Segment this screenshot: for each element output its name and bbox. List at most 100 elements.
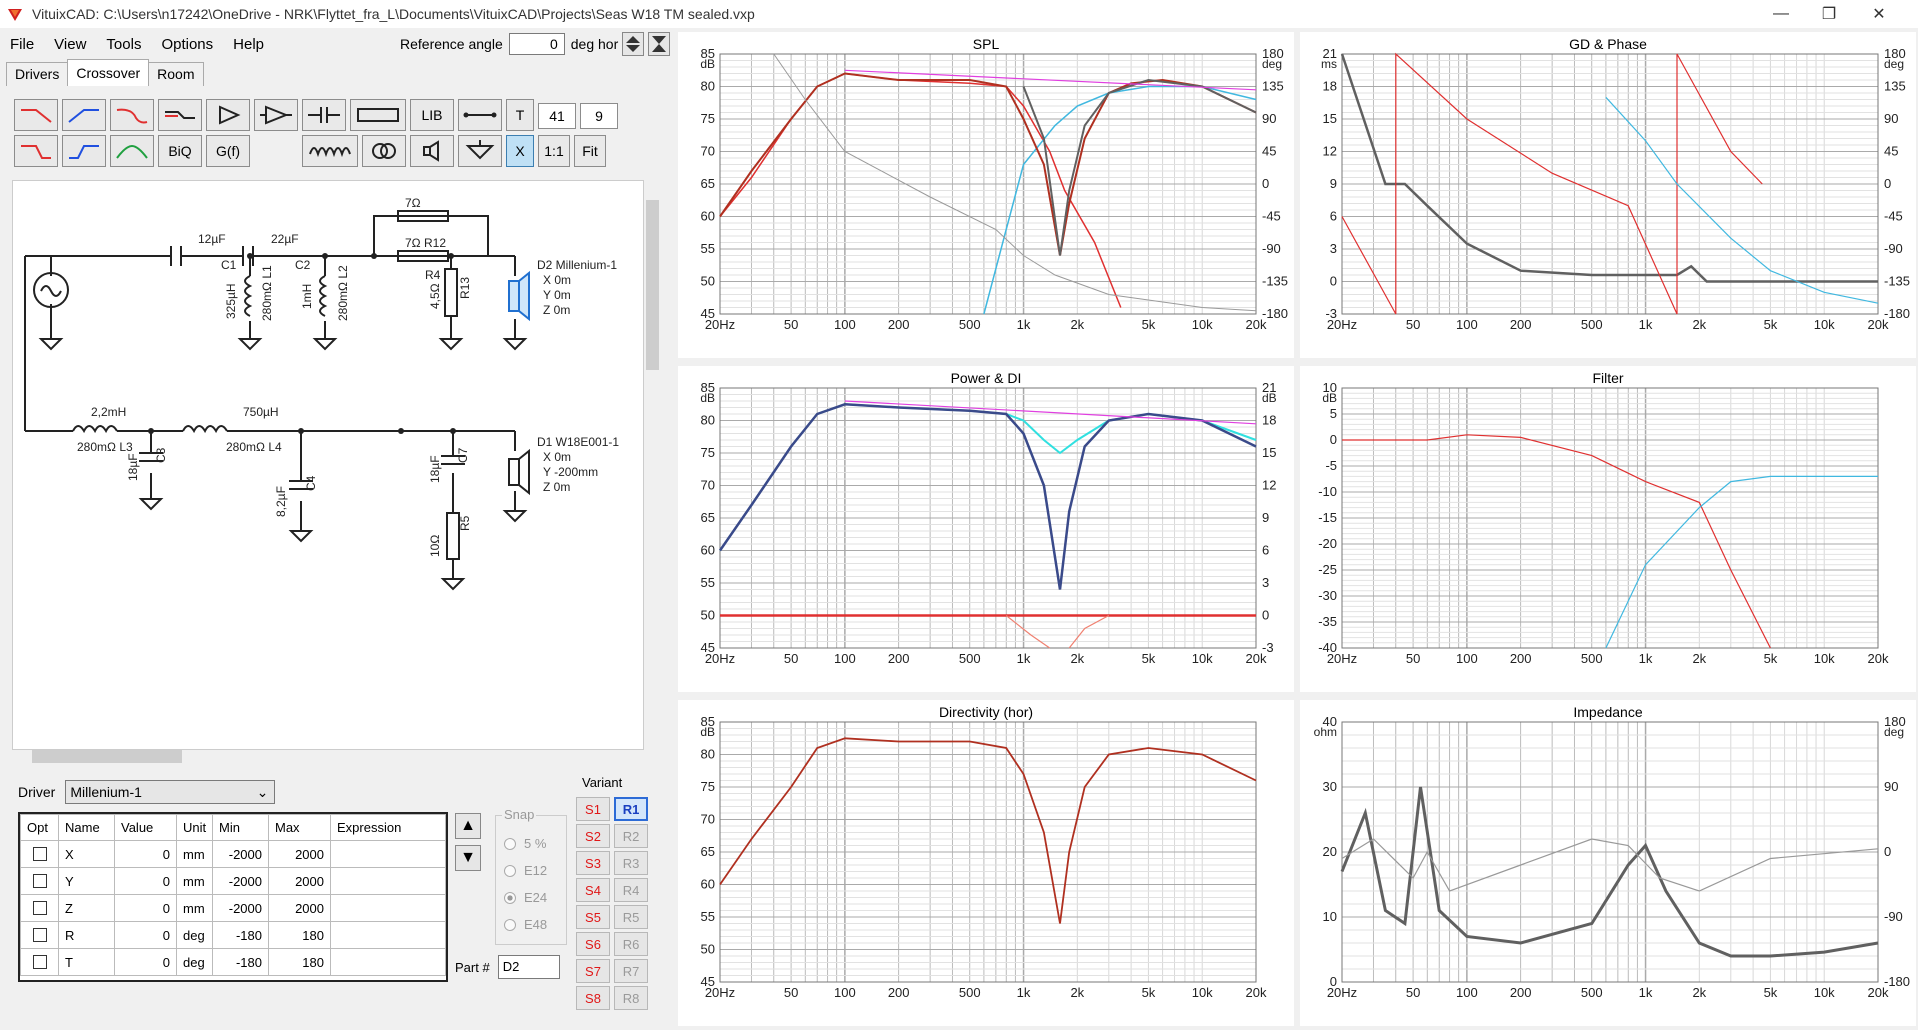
snap-5pct[interactable]: 5 % xyxy=(504,836,546,851)
tab-room[interactable]: Room xyxy=(148,62,204,86)
grid-size-input-1[interactable]: 41 xyxy=(538,103,576,129)
resistor-icon[interactable] xyxy=(350,99,406,131)
menu-tools[interactable]: Tools xyxy=(106,35,142,53)
variant-r2[interactable]: R2 xyxy=(614,824,648,848)
row-value[interactable]: 0 xyxy=(114,867,177,895)
opt-checkbox[interactable] xyxy=(20,840,59,868)
menu-view[interactable]: View xyxy=(54,35,87,53)
variant-r8[interactable]: R8 xyxy=(614,986,648,1010)
snap-e12[interactable]: E12 xyxy=(504,863,547,878)
reference-angle-input[interactable]: 0 xyxy=(508,33,565,55)
row-expression[interactable] xyxy=(330,894,446,922)
hourglass-icon[interactable] xyxy=(648,32,671,56)
variant-s7[interactable]: S7 xyxy=(576,959,610,983)
row-max[interactable]: 2000 xyxy=(268,894,331,922)
chart-power-di[interactable]: Power & DI 85 80 75 70 65 60 55 50 45 21 18 15 12 9 6 3… xyxy=(678,366,1294,692)
shelf-icon[interactable] xyxy=(158,99,202,131)
checkbox-icon[interactable] xyxy=(32,928,47,942)
row-expression[interactable] xyxy=(330,867,446,895)
row-min[interactable]: -2000 xyxy=(212,894,269,922)
lib-button[interactable]: LIB xyxy=(410,99,454,131)
snap-e24[interactable]: E24 xyxy=(504,890,547,905)
table-row[interactable]: T 0 deg -180 180 xyxy=(20,948,446,976)
row-min[interactable]: -2000 xyxy=(212,867,269,895)
snap-e48[interactable]: E48 xyxy=(504,917,547,932)
opt-checkbox[interactable] xyxy=(20,894,59,922)
vscroll-thumb[interactable] xyxy=(646,200,659,370)
row-max[interactable]: 180 xyxy=(268,921,331,949)
speaker-icon[interactable] xyxy=(410,135,454,167)
minimize-icon[interactable]: — xyxy=(1773,5,1789,22)
lowpass-2nd-icon[interactable] xyxy=(14,135,58,167)
bandstop-icon[interactable] xyxy=(110,99,154,131)
chart-impedance[interactable]: Impedance 40 30 20 10 0 180 90 0 -90 -180 ohm deg 20… xyxy=(1300,700,1916,1026)
schematic-canvas[interactable]: 12µF C1 22µF C2 7Ω 7Ω R12 R4 D2 Milleniu… xyxy=(12,180,644,750)
radio-selected-icon[interactable] xyxy=(504,891,516,904)
fit-button[interactable]: Fit xyxy=(574,135,606,167)
radio-icon[interactable] xyxy=(504,918,516,931)
schematic-hscroll[interactable] xyxy=(12,748,644,765)
row-expression[interactable] xyxy=(330,840,446,868)
row-value[interactable]: 0 xyxy=(114,921,177,949)
variant-r6[interactable]: R6 xyxy=(614,932,648,956)
row-min[interactable]: -180 xyxy=(212,948,269,976)
row-max[interactable]: 180 xyxy=(268,948,331,976)
gf-button[interactable]: G(f) xyxy=(206,135,250,167)
variant-r7[interactable]: R7 xyxy=(614,959,648,983)
maximize-icon[interactable]: ❐ xyxy=(1821,6,1837,23)
grid-size-input-2[interactable]: 9 xyxy=(580,103,618,129)
chart-directivity[interactable]: Directivity (hor) 85 80 75 70 65 60 55 50 45 dB 20… xyxy=(678,700,1294,1026)
variant-r3[interactable]: R3 xyxy=(614,851,648,875)
bandpass-icon[interactable] xyxy=(110,135,154,167)
chart-filter[interactable]: Filter 10 5 0 -5 -10 -15 -20 -25 -30 -35 -40 dB 20Hz… xyxy=(1300,366,1916,692)
checkbox-icon[interactable] xyxy=(32,901,47,915)
row-value[interactable]: 0 xyxy=(114,948,177,976)
highpass-2nd-icon[interactable] xyxy=(62,135,106,167)
variant-r1[interactable]: R1 xyxy=(614,797,648,821)
table-row[interactable]: Y 0 mm -2000 2000 xyxy=(20,867,446,895)
row-value[interactable]: 0 xyxy=(114,894,177,922)
chart-gd-phase[interactable]: GD & Phase 21 18 15 12 9 6 3 0 -3 180 135 90 45 0 -45 -… xyxy=(1300,32,1916,358)
row-expression[interactable] xyxy=(330,921,446,949)
move-down-icon[interactable]: ▼ xyxy=(455,845,481,871)
menu-help[interactable]: Help xyxy=(233,35,265,53)
menu-file[interactable]: File xyxy=(10,35,35,53)
tab-crossover[interactable]: Crossover xyxy=(67,59,150,86)
variant-r4[interactable]: R4 xyxy=(614,878,648,902)
close-icon[interactable]: ✕ xyxy=(1872,6,1886,23)
buffer-icon[interactable] xyxy=(206,99,250,131)
variant-s6[interactable]: S6 xyxy=(576,932,610,956)
biq-button[interactable]: BiQ xyxy=(158,135,202,167)
variant-s3[interactable]: S3 xyxy=(576,851,610,875)
opt-checkbox[interactable] xyxy=(20,921,59,949)
zoom-1-1-button[interactable]: 1:1 xyxy=(538,135,570,167)
variant-s2[interactable]: S2 xyxy=(576,824,610,848)
row-value[interactable]: 0 xyxy=(114,840,177,868)
tab-drivers[interactable]: Drivers xyxy=(6,62,69,86)
checkbox-icon[interactable] xyxy=(32,847,47,861)
capacitor-icon[interactable] xyxy=(302,99,346,131)
radio-icon[interactable] xyxy=(504,837,516,850)
opt-checkbox[interactable] xyxy=(20,867,59,895)
x-button[interactable]: X xyxy=(506,135,534,167)
lowpass-1st-icon[interactable] xyxy=(14,99,58,131)
row-max[interactable]: 2000 xyxy=(268,840,331,868)
schematic-vscroll[interactable] xyxy=(644,180,661,750)
transformer-icon[interactable] xyxy=(362,135,406,167)
variant-s8[interactable]: S8 xyxy=(576,986,610,1010)
table-row[interactable]: R 0 deg -180 180 xyxy=(20,921,446,949)
radio-icon[interactable] xyxy=(504,864,516,877)
t-button[interactable]: T xyxy=(506,99,534,131)
move-up-icon[interactable]: ▲ xyxy=(455,813,481,839)
driver-dropdown[interactable]: Millenium-1 ⌄ xyxy=(65,780,276,804)
row-max[interactable]: 2000 xyxy=(268,867,331,895)
highpass-1st-icon[interactable] xyxy=(62,99,106,131)
row-expression[interactable] xyxy=(330,948,446,976)
opt-checkbox[interactable] xyxy=(20,948,59,976)
variant-r5[interactable]: R5 xyxy=(614,905,648,929)
row-min[interactable]: -180 xyxy=(212,921,269,949)
variant-s1[interactable]: S1 xyxy=(576,797,610,821)
up-down-icon[interactable] xyxy=(622,32,645,56)
variant-s5[interactable]: S5 xyxy=(576,905,610,929)
wire-icon[interactable] xyxy=(458,99,502,131)
